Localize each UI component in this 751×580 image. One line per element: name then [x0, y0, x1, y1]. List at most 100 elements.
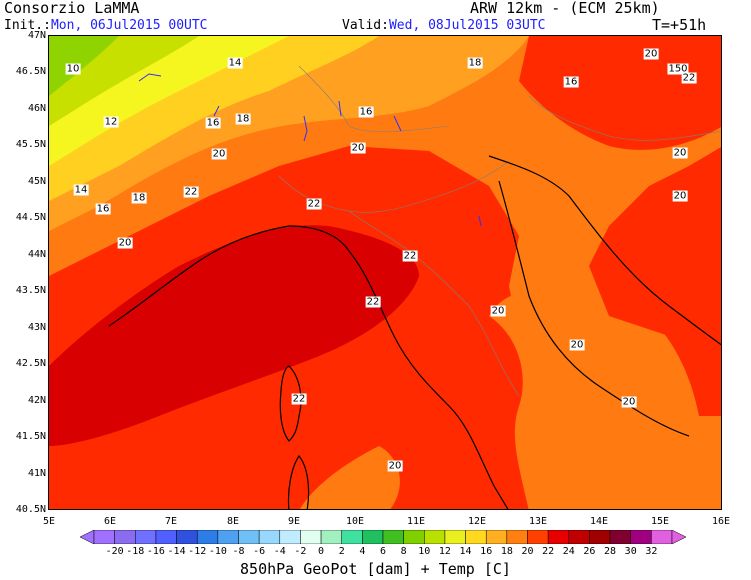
temperature-map[interactable]: 10 14 12 16 18 16 18 20 20 14 18 16 22 2…	[48, 35, 722, 510]
colorbar-cell	[155, 530, 177, 544]
colorbar-tick-label: 16	[480, 546, 493, 557]
colorbar-tick-label: -10	[208, 546, 227, 557]
field-10-region	[49, 36, 119, 96]
lat-label: 41.5N	[15, 431, 46, 442]
valid-value: Wed, 08Jul2015 03UTC	[388, 18, 546, 33]
contour-label: 16	[563, 76, 579, 88]
contour-label: 22	[402, 250, 418, 262]
lat-label: 43.5N	[15, 285, 46, 296]
colorbar-right-arrow	[671, 530, 686, 544]
colorbar-cell	[196, 530, 219, 544]
colorbar-tick-label: 26	[583, 546, 596, 557]
lat-label: 41N	[27, 468, 46, 479]
colorbar-left-arrow	[80, 530, 95, 544]
contour-label: 22	[681, 72, 697, 84]
init-label: Init.:	[4, 18, 51, 33]
contour-label: 18	[467, 57, 483, 69]
field-22-east	[649, 286, 721, 416]
lead-time: T=+51h	[652, 16, 707, 34]
lon-label: 11E	[406, 516, 426, 527]
colorbar-cell	[568, 530, 590, 544]
lon-label: 14E	[589, 516, 609, 527]
colorbar-cell	[547, 530, 570, 544]
contour-label: 20	[350, 142, 366, 154]
colorbar-tick-label: -18	[126, 546, 145, 557]
colorbar-cell	[506, 530, 528, 544]
lon-label: 6E	[103, 516, 117, 527]
lon-label: 10E	[345, 516, 365, 527]
model-label: ARW 12km - (ECM 25km)	[470, 0, 660, 17]
map-variable-title: 850hPa GeoPot [dam] + Temp [C]	[240, 560, 511, 578]
colorbar-cell	[630, 530, 652, 544]
colorbar-tick-label: 24	[562, 546, 575, 557]
colorbar-cell	[93, 530, 115, 544]
valid-label: Valid:	[342, 18, 389, 33]
color-scale-bar	[80, 530, 686, 544]
lakes	[138, 73, 482, 227]
lon-label: 16E	[711, 516, 731, 527]
field-24-core	[49, 225, 419, 446]
init-value: Mon, 06Jul2015 00UTC	[50, 18, 208, 33]
colorbar-tick-label: 30	[624, 546, 637, 557]
lat-label: 42N	[27, 395, 46, 406]
colorbar-cell	[176, 530, 198, 544]
lat-label: 44N	[27, 249, 46, 260]
lat-label: 46.5N	[15, 66, 46, 77]
colorbar-tick-label: 28	[604, 546, 617, 557]
colorbar-cell	[382, 530, 404, 544]
colorbar-tick-label: -2	[294, 546, 307, 557]
colorbar-cell	[238, 530, 260, 544]
colorbar-cell	[279, 530, 301, 544]
contour-label: 18	[131, 192, 147, 204]
colorbar-tick-label: 2	[338, 546, 345, 557]
lat-label: 47N	[27, 30, 46, 41]
colorbar-tick-label: 14	[459, 546, 472, 557]
colorbar-tick-label: 20	[521, 546, 534, 557]
colorbar-cell	[589, 530, 611, 544]
colorbar-cell	[651, 530, 673, 544]
field-20-east	[489, 293, 721, 509]
colorbar-tick-label: -6	[253, 546, 266, 557]
lon-label: 15E	[650, 516, 670, 527]
lat-label: 44.5N	[15, 212, 46, 223]
colorbar-cell	[114, 530, 136, 544]
contour-label: 20	[621, 396, 637, 408]
lat-label: 45N	[27, 176, 46, 187]
colorbar-tick-label: -14	[167, 546, 186, 557]
colorbar-tick-label: -4	[273, 546, 286, 557]
colorbar-tick-label: 32	[645, 546, 658, 557]
colorbar-tick-label: 8	[400, 546, 407, 557]
colorbar-tick-label: -16	[146, 546, 165, 557]
contour-label: 18	[235, 113, 251, 125]
contour-label: 14	[73, 184, 89, 196]
app-title: Consorzio LaMMA	[4, 0, 140, 17]
colorbar-tick-label: 10	[418, 546, 431, 557]
lat-label: 46N	[27, 103, 46, 114]
map-field	[49, 36, 721, 509]
contour-label: 20	[117, 237, 133, 249]
colorbar-cell	[444, 530, 466, 544]
lon-label: 8E	[226, 516, 240, 527]
contour-label: 20	[672, 190, 688, 202]
colorbar-cell	[527, 530, 549, 544]
lat-label: 43N	[27, 322, 46, 333]
colorbar-cell	[320, 530, 342, 544]
colorbar-tick-label: 0	[318, 546, 325, 557]
colorbar-cell	[135, 530, 157, 544]
contour-label: 20	[211, 148, 227, 160]
colorbar-tick-label: 6	[379, 546, 387, 557]
contour-label: 10	[65, 63, 81, 75]
contour-label: 14	[227, 57, 243, 69]
colorbar-cell	[258, 530, 281, 544]
contour-label: 16	[358, 106, 374, 118]
field-20-south	[300, 446, 400, 509]
contour-label: 16	[95, 203, 111, 215]
lon-label: 12E	[467, 516, 487, 527]
contour-label: 20	[672, 147, 688, 159]
colorbar-tick-label: 22	[542, 546, 555, 557]
contour-label: 22	[183, 186, 199, 198]
colorbar-cell	[424, 530, 446, 544]
contour-label: 22	[306, 198, 322, 210]
colorbar-cell	[217, 530, 239, 544]
contour-label: 20	[569, 339, 585, 351]
